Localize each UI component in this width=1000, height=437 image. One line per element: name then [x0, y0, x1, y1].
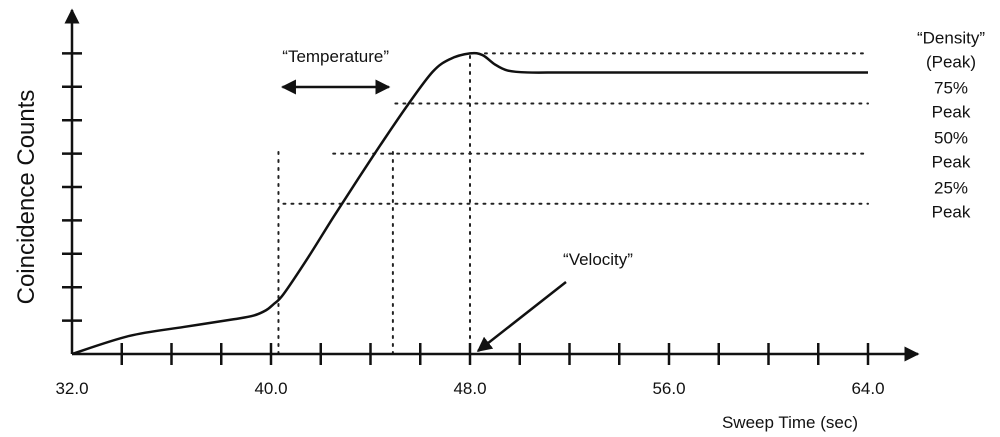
- velocity-arrow: [476, 281, 567, 352]
- velocity-label: “Velocity”: [563, 250, 633, 269]
- right-label-line: Peak: [932, 203, 971, 222]
- x-tick-label-4: 64.0: [851, 379, 884, 398]
- right-label-line: (Peak): [926, 52, 976, 71]
- y-axis-label: Coincidence Counts: [13, 90, 40, 305]
- axes: [62, 8, 920, 365]
- right-label-line: “Density”: [917, 28, 985, 47]
- right-label-line: 25%: [934, 179, 968, 198]
- right-label-1: 75% Peak: [932, 79, 971, 122]
- right-label-line: 50%: [934, 129, 968, 148]
- series-layer: [71, 51, 868, 356]
- right-label-line: Peak: [932, 103, 971, 122]
- x-tick-label-2: 48.0: [453, 379, 486, 398]
- x-tick-label-0: 32.0: [55, 379, 88, 398]
- x-tick-label-3: 56.0: [652, 379, 685, 398]
- right-label-0: “Density” (Peak): [917, 28, 985, 71]
- right-label-2: 50% Peak: [932, 129, 971, 172]
- right-label-3: 25% Peak: [932, 179, 971, 222]
- reference-lines: [277, 52, 869, 355]
- labels: 32.0 40.0 48.0 56.0 64.0 Sweep Time (sec) Coin…: [13, 28, 985, 432]
- series-line-0: [71, 51, 868, 356]
- x-tick-label-1: 40.0: [254, 379, 287, 398]
- x-axis-label: Sweep Time (sec): [722, 413, 858, 432]
- right-label-line: 75%: [934, 79, 968, 98]
- right-label-line: Peak: [932, 153, 971, 172]
- temperature-label: “Temperature”: [282, 47, 389, 66]
